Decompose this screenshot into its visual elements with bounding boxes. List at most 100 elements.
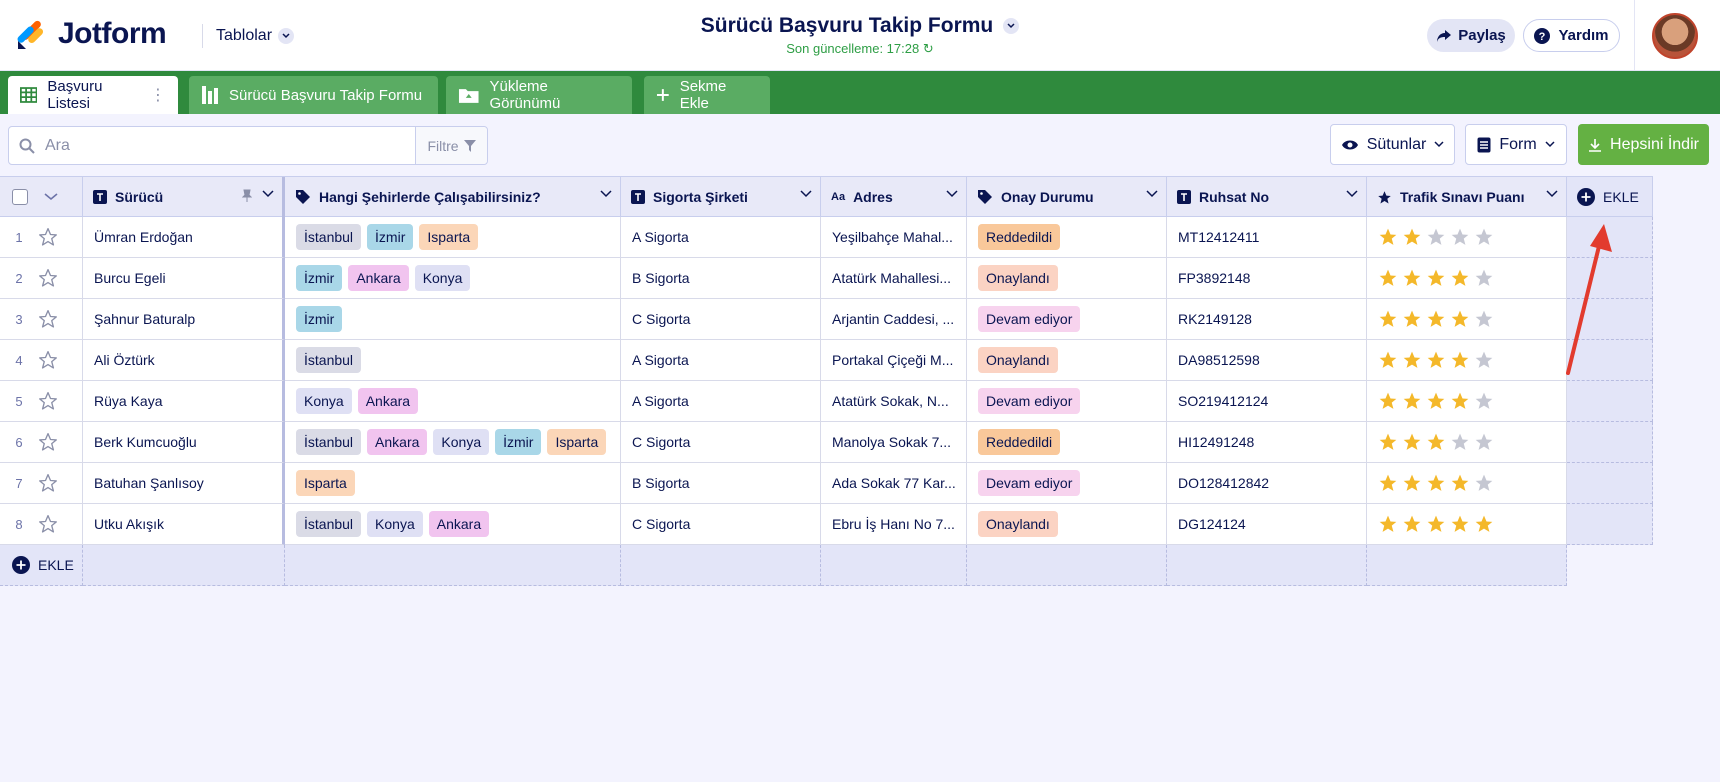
star-empty-icon[interactable] bbox=[1474, 350, 1494, 370]
insurance-cell[interactable]: C Sigorta bbox=[621, 504, 821, 545]
star-filled-icon[interactable] bbox=[1426, 309, 1446, 329]
star-filled-icon[interactable] bbox=[1426, 473, 1446, 493]
pin-icon[interactable] bbox=[242, 189, 252, 203]
status-cell[interactable]: Onaylandı bbox=[967, 340, 1167, 381]
driver-cell[interactable]: Batuhan Şanlısoy bbox=[83, 463, 285, 504]
status-cell[interactable]: Devam ediyor bbox=[967, 381, 1167, 422]
select-all-checkbox[interactable] bbox=[12, 189, 28, 205]
favorite-star-icon[interactable] bbox=[38, 350, 58, 370]
cities-cell[interactable]: İstanbul Ankara Konya İzmir Isparta bbox=[285, 422, 621, 463]
driver-cell[interactable]: Şahnur Baturalp bbox=[83, 299, 285, 340]
star-filled-icon[interactable] bbox=[1402, 391, 1422, 411]
star-empty-icon[interactable] bbox=[1450, 227, 1470, 247]
address-cell[interactable]: Arjantin Caddesi, ... bbox=[821, 299, 967, 340]
avatar[interactable] bbox=[1652, 13, 1698, 59]
star-rating[interactable] bbox=[1378, 309, 1494, 329]
cities-cell[interactable]: İstanbul İzmir Isparta bbox=[285, 217, 621, 258]
search-input[interactable] bbox=[45, 136, 415, 155]
status-cell[interactable]: Onaylandı bbox=[967, 504, 1167, 545]
star-filled-icon[interactable] bbox=[1378, 268, 1398, 288]
table-row[interactable]: 8 Utku Akışık İstanbul Konya Ankara C Sigorta… bbox=[0, 504, 1653, 545]
star-rating[interactable] bbox=[1378, 268, 1494, 288]
star-filled-icon[interactable] bbox=[1378, 350, 1398, 370]
kebab-menu-icon[interactable]: ⋮ bbox=[150, 87, 166, 104]
star-filled-icon[interactable] bbox=[1378, 432, 1398, 452]
star-filled-icon[interactable] bbox=[1378, 309, 1398, 329]
add-column-button[interactable]: EKLE bbox=[1567, 176, 1653, 218]
address-cell[interactable]: Atatürk Sokak, N... bbox=[821, 381, 967, 422]
column-header-cities[interactable]: Hangi Şehirlerde Çalışabilirsiniz? bbox=[285, 177, 621, 217]
add-row-button[interactable]: EKLE bbox=[0, 545, 83, 586]
rating-cell[interactable] bbox=[1367, 463, 1567, 504]
star-filled-icon[interactable] bbox=[1426, 268, 1446, 288]
filter-button[interactable]: Filtre bbox=[415, 127, 487, 164]
star-filled-icon[interactable] bbox=[1378, 473, 1398, 493]
chevron-down-icon[interactable] bbox=[262, 190, 274, 198]
cities-cell[interactable]: İstanbul bbox=[285, 340, 621, 381]
column-header-license[interactable]: Ruhsat No bbox=[1167, 177, 1367, 217]
column-header-driver[interactable]: Sürücü bbox=[83, 177, 285, 217]
table-row[interactable]: 5 Rüya Kaya Konya Ankara A Sigorta Atatürk So… bbox=[0, 381, 1653, 422]
driver-cell[interactable]: Burcu Egeli bbox=[83, 258, 285, 299]
rating-cell[interactable] bbox=[1367, 422, 1567, 463]
chevron-down-icon[interactable] bbox=[1146, 190, 1158, 198]
license-cell[interactable]: MT12412411 bbox=[1167, 217, 1367, 258]
star-filled-icon[interactable] bbox=[1450, 309, 1470, 329]
address-cell[interactable]: Portakal Çiçeği M... bbox=[821, 340, 967, 381]
status-cell[interactable]: Devam ediyor bbox=[967, 299, 1167, 340]
star-empty-icon[interactable] bbox=[1426, 227, 1446, 247]
favorite-star-icon[interactable] bbox=[38, 391, 58, 411]
star-filled-icon[interactable] bbox=[1402, 473, 1422, 493]
cities-cell[interactable]: Konya Ankara bbox=[285, 381, 621, 422]
column-header-insurance[interactable]: Sigorta Şirketi bbox=[621, 177, 821, 217]
star-filled-icon[interactable] bbox=[1402, 268, 1422, 288]
favorite-star-icon[interactable] bbox=[38, 227, 58, 247]
insurance-cell[interactable]: C Sigorta bbox=[621, 299, 821, 340]
license-cell[interactable]: DA98512598 bbox=[1167, 340, 1367, 381]
license-cell[interactable]: DO128412842 bbox=[1167, 463, 1367, 504]
star-filled-icon[interactable] bbox=[1474, 514, 1494, 534]
star-filled-icon[interactable] bbox=[1378, 514, 1398, 534]
table-row[interactable]: 4 Ali Öztürk İstanbul A Sigorta Portakal Çiç… bbox=[0, 340, 1653, 381]
address-cell[interactable]: Yeşilbahçe Mahal... bbox=[821, 217, 967, 258]
star-filled-icon[interactable] bbox=[1378, 391, 1398, 411]
license-cell[interactable]: RK2149128 bbox=[1167, 299, 1367, 340]
license-cell[interactable]: FP3892148 bbox=[1167, 258, 1367, 299]
insurance-cell[interactable]: A Sigorta bbox=[621, 217, 821, 258]
chevron-down-icon[interactable] bbox=[600, 190, 612, 198]
star-empty-icon[interactable] bbox=[1474, 227, 1494, 247]
favorite-star-icon[interactable] bbox=[38, 473, 58, 493]
share-button[interactable]: Paylaş bbox=[1427, 19, 1515, 52]
tab-report[interactable]: Sürücü Başvuru Takip Formu bbox=[189, 76, 438, 114]
status-cell[interactable]: Reddedildi bbox=[967, 217, 1167, 258]
address-cell[interactable]: Manolya Sokak 7... bbox=[821, 422, 967, 463]
star-filled-icon[interactable] bbox=[1402, 227, 1422, 247]
driver-cell[interactable]: Utku Akışık bbox=[83, 504, 285, 545]
insurance-cell[interactable]: A Sigorta bbox=[621, 381, 821, 422]
columns-button[interactable]: Sütunlar bbox=[1330, 124, 1455, 165]
star-filled-icon[interactable] bbox=[1426, 432, 1446, 452]
status-cell[interactable]: Onaylandı bbox=[967, 258, 1167, 299]
insurance-cell[interactable]: C Sigorta bbox=[621, 422, 821, 463]
table-row[interactable]: 6 Berk Kumcuoğlu İstanbul Ankara Konya İzmir I… bbox=[0, 422, 1653, 463]
column-header-address[interactable]: Aa Adres bbox=[821, 177, 967, 217]
license-cell[interactable]: DG124124 bbox=[1167, 504, 1367, 545]
star-filled-icon[interactable] bbox=[1450, 514, 1470, 534]
insurance-cell[interactable]: B Sigorta bbox=[621, 463, 821, 504]
refresh-icon[interactable]: ↻ bbox=[922, 41, 934, 56]
star-filled-icon[interactable] bbox=[1450, 391, 1470, 411]
form-button[interactable]: Form bbox=[1465, 124, 1567, 165]
tab-add[interactable]: Sekme Ekle bbox=[644, 76, 770, 114]
star-filled-icon[interactable] bbox=[1402, 514, 1422, 534]
cities-cell[interactable]: İzmir bbox=[285, 299, 621, 340]
star-filled-icon[interactable] bbox=[1426, 514, 1446, 534]
table-row[interactable]: 3 Şahnur Baturalp İzmir C Sigorta Arjantin C… bbox=[0, 299, 1653, 340]
tab-basvuru-listesi[interactable]: Başvuru Listesi ⋮ bbox=[8, 76, 178, 114]
star-empty-icon[interactable] bbox=[1474, 432, 1494, 452]
driver-cell[interactable]: Berk Kumcuoğlu bbox=[83, 422, 285, 463]
star-filled-icon[interactable] bbox=[1378, 227, 1398, 247]
chevron-down-icon[interactable] bbox=[1346, 190, 1358, 198]
insurance-cell[interactable]: B Sigorta bbox=[621, 258, 821, 299]
star-filled-icon[interactable] bbox=[1450, 350, 1470, 370]
rating-cell[interactable] bbox=[1367, 340, 1567, 381]
